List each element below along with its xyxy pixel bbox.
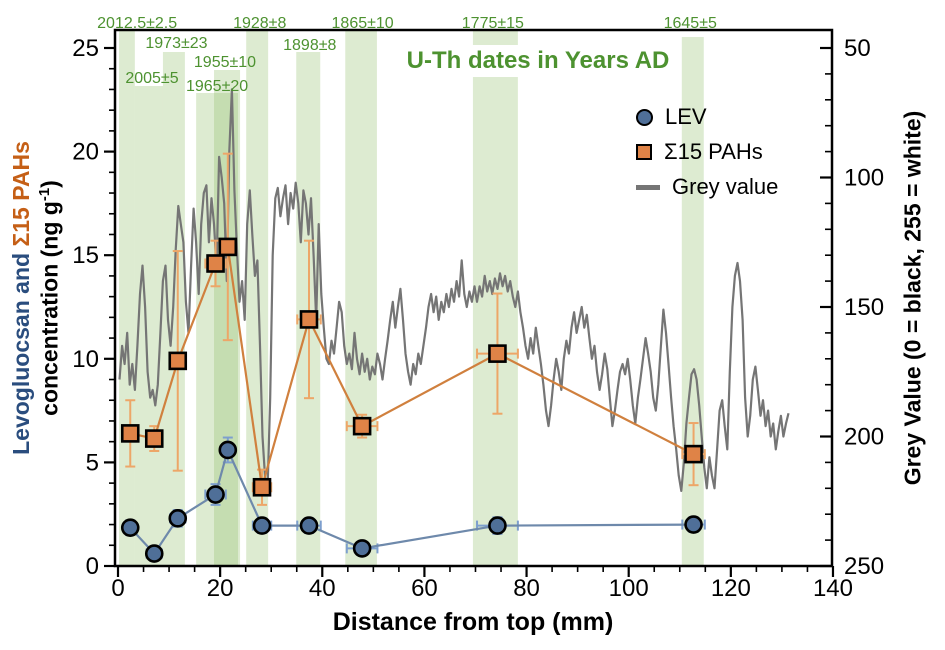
left-title-conc-post: ) <box>36 180 63 188</box>
tick-label: 80 <box>513 575 540 602</box>
uth-date-label: 2012.5±2.5 <box>97 15 177 32</box>
lev-point <box>206 485 225 504</box>
uth-band <box>119 30 135 565</box>
series-line <box>129 446 694 556</box>
series-line <box>130 244 695 488</box>
pah-marker-icon <box>636 144 652 160</box>
grey-line-icon <box>636 184 660 190</box>
tick-label: 60 <box>411 575 438 602</box>
pah-point <box>352 416 372 436</box>
grey-value-series <box>118 88 790 492</box>
pah-point <box>299 310 319 329</box>
tick-label: 120 <box>711 575 751 602</box>
pah-point <box>252 477 272 497</box>
tick-label: 250 <box>844 553 884 580</box>
pah-point <box>206 254 225 273</box>
tick-label: 0 <box>111 575 124 602</box>
tick-label: 25 <box>72 35 99 62</box>
tick-label: 15 <box>72 242 99 269</box>
lev-point <box>299 516 319 535</box>
uth-date-label: 2005±5 <box>125 70 178 87</box>
pah-point <box>120 424 140 443</box>
left-title-pah-part: Σ15 PAHs <box>8 141 35 247</box>
tick-label: 200 <box>844 424 884 451</box>
x-axis-title: Distance from top (mm) <box>332 608 614 636</box>
pah-point <box>144 429 164 448</box>
left-axis-title: Levogluocsan and Σ15 PAHs concentration … <box>8 0 64 608</box>
legend: LEV Σ15 PAHs Grey value <box>636 104 778 200</box>
tick-label: 20 <box>72 139 99 166</box>
lev-point <box>488 516 507 535</box>
uth-date-label: 1898±8 <box>283 37 336 54</box>
uth-bands <box>119 30 704 565</box>
lev-point <box>218 440 238 460</box>
uth-date-label: 1775±15 <box>462 15 524 32</box>
tick-label: 150 <box>844 294 884 321</box>
tick-label: 10 <box>72 346 99 373</box>
left-axis-title-line1: Levogluocsan and Σ15 PAHs <box>8 0 36 608</box>
uth-date-label: 1955±10 <box>194 54 256 71</box>
left-title-lev-part: Levogluocsan and <box>8 246 35 455</box>
tick-label: 140 <box>813 575 853 602</box>
lev-marker-icon <box>636 108 653 126</box>
tick-label: 40 <box>309 575 336 602</box>
legend-item-lev: LEV <box>636 104 778 130</box>
legend-label-grey: Grey value <box>672 174 779 199</box>
lev-series <box>120 436 706 563</box>
tick-label: 50 <box>844 35 871 62</box>
lev-point <box>168 509 188 528</box>
tick-label: 20 <box>207 575 234 602</box>
plot-frame <box>113 28 834 568</box>
uth-dates-note: U-Th dates in Years AD <box>396 45 680 77</box>
grey-value-line <box>118 88 790 492</box>
left-title-conc-pre: concentration (ng g <box>36 201 63 416</box>
legend-label-pah: Σ15 PAHs <box>664 139 763 164</box>
right-axis-title: Grey Value (0 = black, 255 = white) <box>899 110 926 486</box>
lev-point <box>352 539 372 558</box>
uth-band <box>472 31 518 565</box>
lev-point <box>144 544 164 563</box>
uth-date-label: 1973±23 <box>145 35 207 52</box>
left-title-conc-sup: -1 <box>35 187 53 202</box>
pah-point <box>684 444 703 464</box>
left-axis-title-line2: concentration (ng g-1) <box>36 0 64 608</box>
uth-band <box>345 31 377 565</box>
legend-item-pah: Σ15 PAHs <box>636 139 778 165</box>
uth-date-labels: 2012.5±2.5 2005±5 1973±23 1965±20 1955±10 192… <box>97 15 717 95</box>
lev-point <box>120 518 140 537</box>
uth-band <box>681 37 704 565</box>
tick-label: 5 <box>86 449 99 476</box>
pah-series <box>120 152 706 506</box>
uth-band <box>134 86 163 565</box>
pah-point <box>218 237 238 257</box>
pah-point <box>488 344 507 363</box>
pah-point <box>168 351 188 371</box>
legend-item-grey: Grey value <box>636 174 778 200</box>
tick-label: 100 <box>844 165 884 192</box>
uth-date-label: 1865±10 <box>332 15 394 32</box>
tick-label: 100 <box>609 575 649 602</box>
lev-point <box>252 516 272 535</box>
uth-date-label: 1928±8 <box>233 15 286 32</box>
legend-label-lev: LEV <box>665 104 707 129</box>
axes: 0 20 40 60 80 100 120 140 0 5 10 15 20 25 50 100 150 200 2… <box>72 28 884 602</box>
uth-date-label: 1645±5 <box>664 15 717 32</box>
lev-point <box>684 515 703 534</box>
uth-date-label: 1965±20 <box>186 78 248 95</box>
tick-label: 0 <box>86 553 99 580</box>
